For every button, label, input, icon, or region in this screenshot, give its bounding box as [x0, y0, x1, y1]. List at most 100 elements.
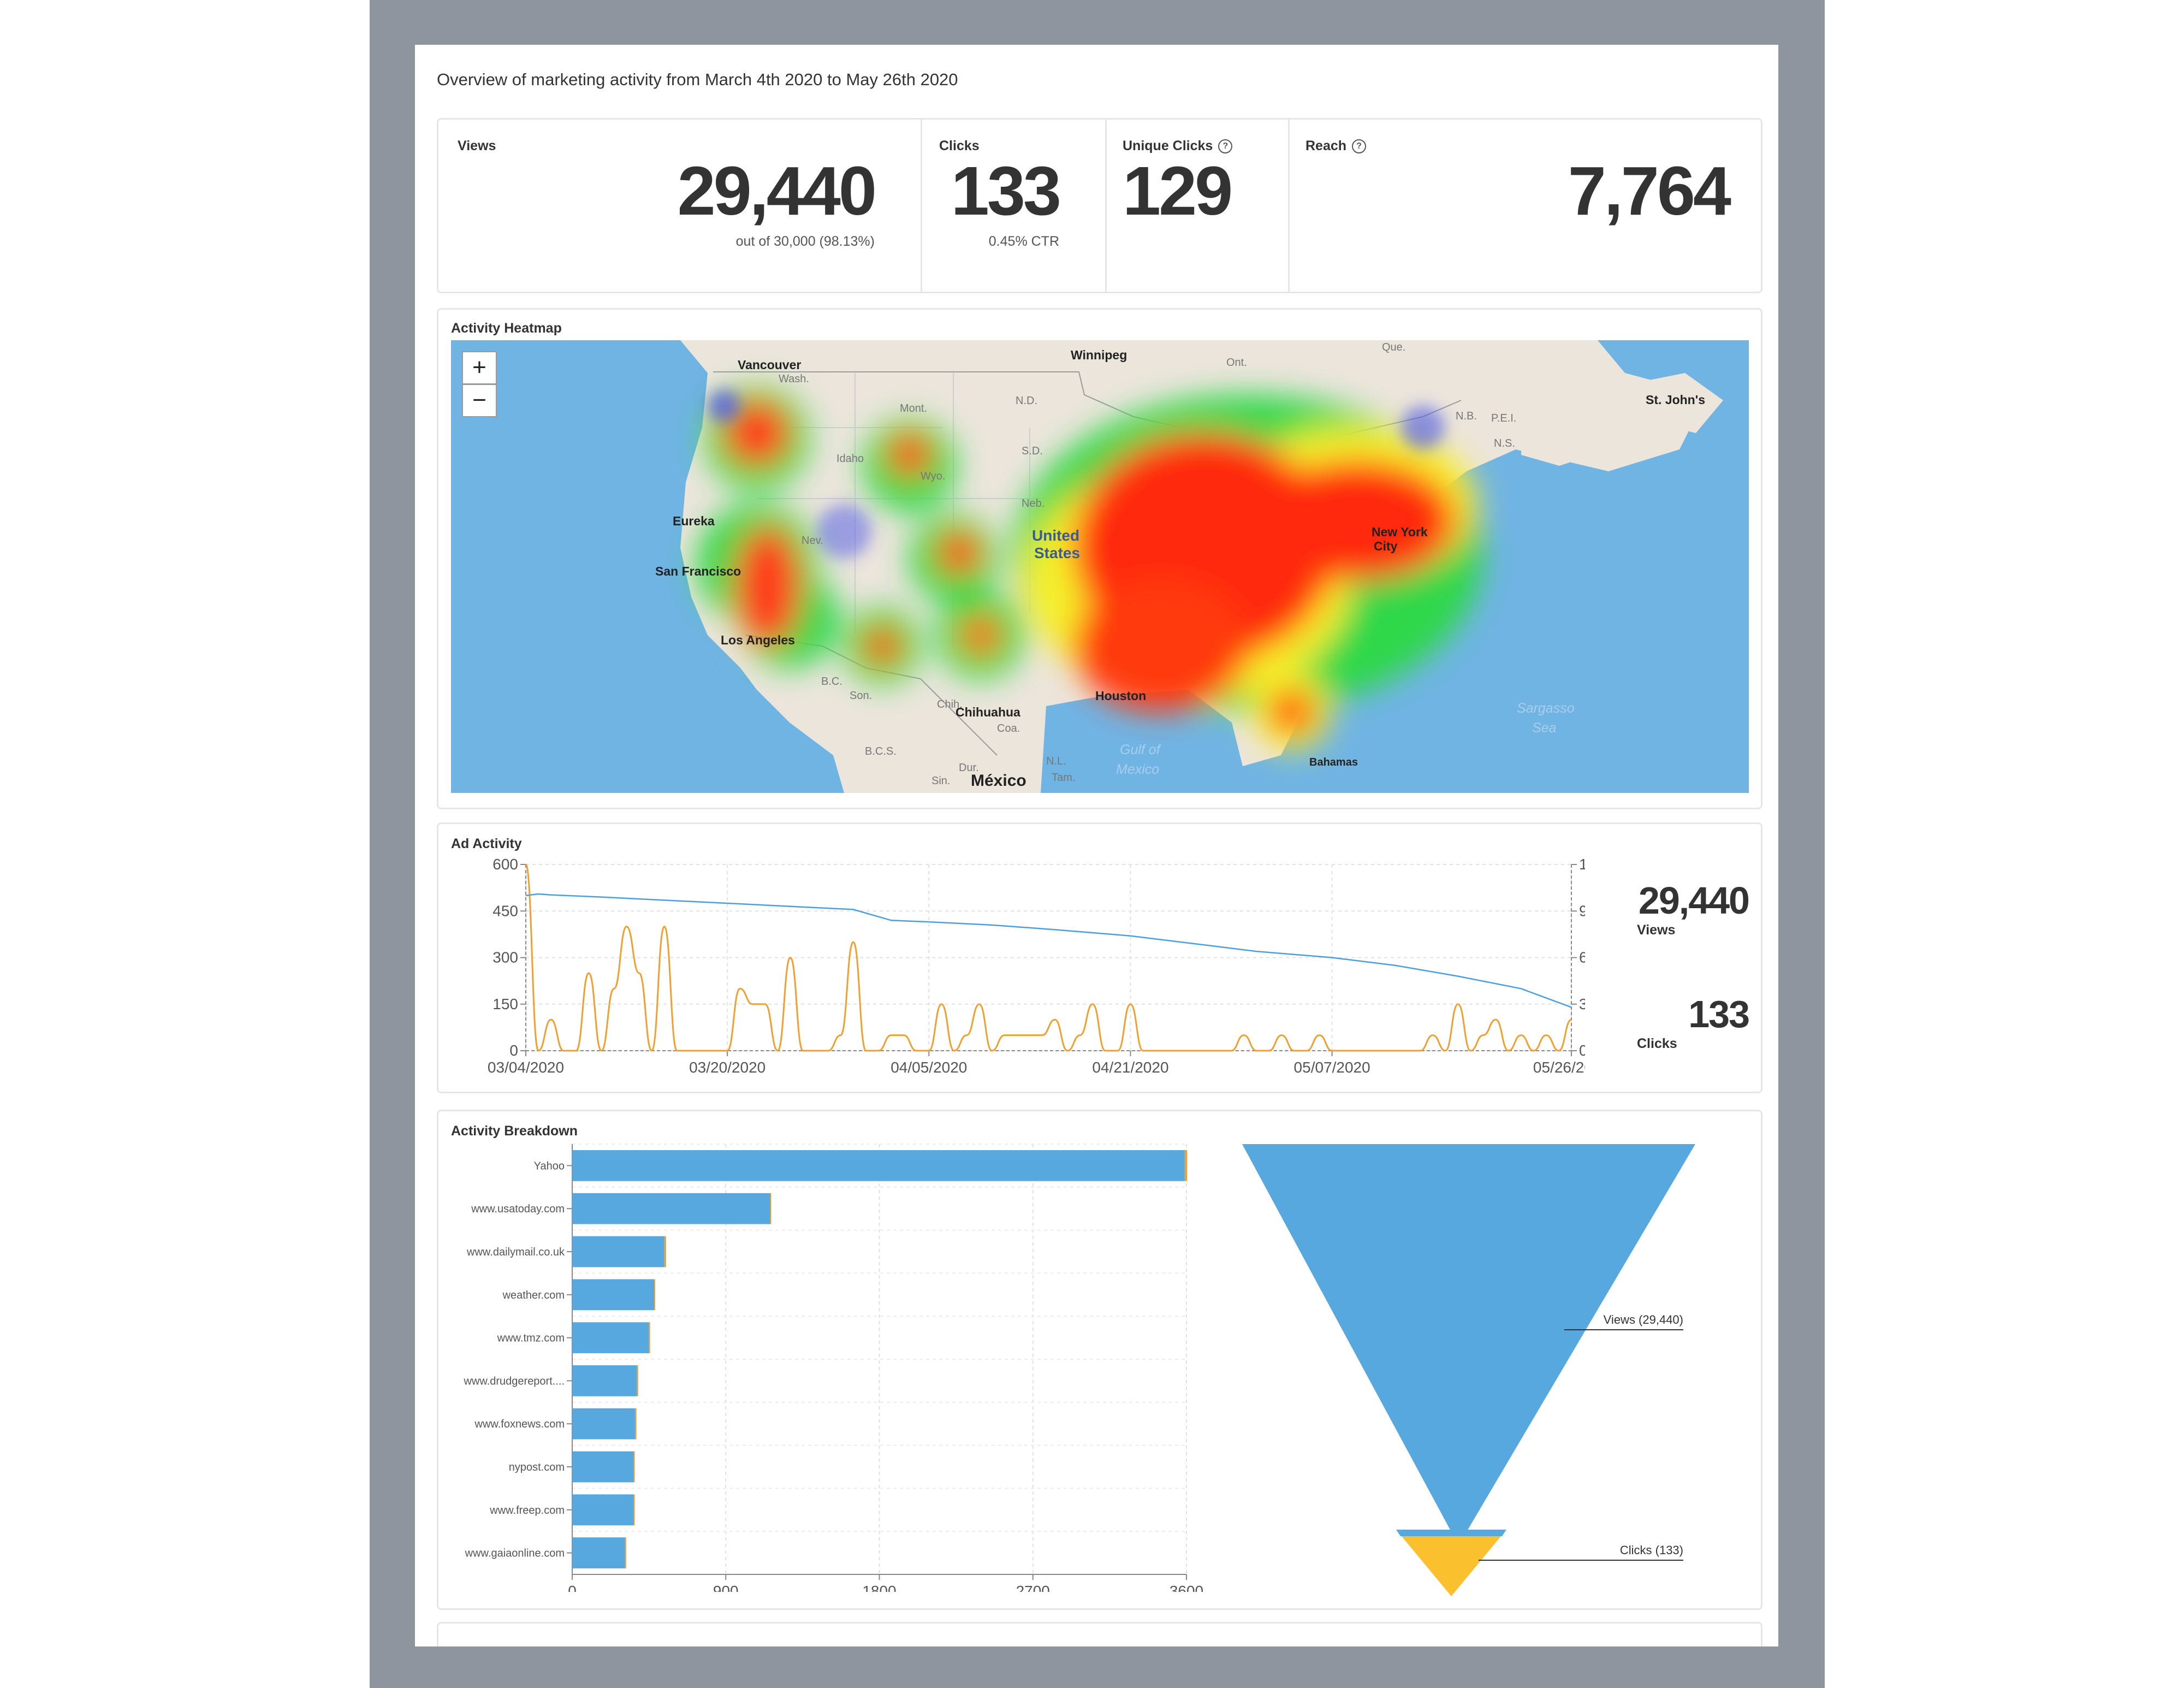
bar-clicks [633, 1494, 635, 1526]
map-label-wyo: Wyo. [921, 470, 946, 482]
funnel-clicks-segment [1396, 1530, 1506, 1596]
x-tick-label: 04/05/2020 [891, 1059, 967, 1076]
heatmap-title: Activity Heatmap [451, 321, 562, 336]
map-label-winnipeg: Winnipeg [1071, 348, 1127, 362]
map-label-sanfrancisco: San Francisco [655, 564, 741, 578]
clicks-line [525, 863, 1572, 1052]
map-label-houston: Houston [1095, 689, 1147, 703]
map-label-dur: Dur. [959, 762, 979, 774]
category-label: www.tmz.com [497, 1332, 565, 1345]
x-tick-label: 04/21/2020 [1092, 1059, 1168, 1076]
funnel-views-segment [1242, 1144, 1695, 1532]
stats-divider [1288, 120, 1290, 292]
x-tick-label: 0 [568, 1583, 577, 1592]
x-tick-label: 05/26/2020 [1533, 1059, 1585, 1076]
map-label-bc: B.C. [821, 676, 842, 688]
heatmap-map[interactable]: + − Vancouver Winnipeg Ont. Que. St. Joh… [451, 340, 1749, 793]
x-tick-label: 03/04/2020 [488, 1059, 564, 1076]
map-label-gulf1: Gulf of [1120, 742, 1160, 757]
map-label-idaho: Idaho [836, 453, 864, 465]
bar-views [572, 1451, 634, 1483]
map-label-que: Que. [1382, 341, 1406, 353]
ad-activity-chart: 0 150 300 450 600 0 3 6 9 12 03/04/2020 03/20/2020 0… [488, 856, 1585, 1076]
map-label-mont: Mont. [900, 402, 928, 414]
clicks-value: 133 [951, 152, 1061, 229]
land-newfoundland [1630, 373, 1723, 433]
map-label-son: Son. [850, 690, 873, 702]
reach-label: Reach? [1305, 138, 1367, 154]
heat-halo [708, 389, 1445, 559]
y-left-tick-label: 450 [492, 902, 518, 919]
land-nova-scotia [1521, 422, 1609, 466]
clicks-subtext: 0.45% CTR [988, 234, 1059, 249]
bar-clicks [664, 1236, 666, 1268]
category-label: www.drudgereport.... [463, 1375, 565, 1387]
map-label-ont: Ont. [1226, 357, 1247, 369]
bar-clicks [1184, 1150, 1188, 1181]
report-page: Overview of marketing activity from Marc… [415, 45, 1778, 1646]
category-label: www.foxnews.com [474, 1418, 565, 1430]
bar-views [572, 1365, 637, 1396]
map-label-wash: Wash. [779, 373, 809, 385]
map-label-sd: S.D. [1022, 445, 1043, 457]
x-tick-label: 900 [713, 1583, 739, 1592]
category-label: www.usatoday.com [471, 1203, 565, 1215]
x-tick-label: 03/20/2020 [689, 1059, 765, 1076]
stats-divider [921, 120, 922, 292]
map-canvas [680, 340, 1723, 793]
funnel-chart: Views (29,440) Clicks (133) [1242, 1144, 1695, 1596]
ad-views-label: Views [1637, 922, 1676, 938]
map-label-pei: P.E.I. [1491, 412, 1517, 424]
bar-views [572, 1494, 634, 1526]
map-label-sin: Sin. [931, 775, 951, 787]
bar-views [572, 1279, 654, 1311]
report-intro: Overview of marketing activity from Marc… [437, 70, 958, 89]
map-label-sea: Sea [1532, 720, 1557, 736]
views-subtext: out of 30,000 (98.13%) [735, 234, 875, 249]
unique-clicks-value: 129 [1123, 152, 1233, 229]
bar-views [572, 1193, 770, 1224]
map-label-nd: N.D. [1016, 395, 1037, 407]
y-left-tick-label: 600 [492, 856, 518, 873]
map-label-sargasso: Sargasso [1517, 701, 1575, 716]
y-left-tick-label: 0 [509, 1042, 518, 1059]
category-label: www.dailymail.co.uk [466, 1246, 565, 1258]
ad-activity-title: Ad Activity [451, 836, 522, 851]
zoom-in-button[interactable]: + [462, 351, 497, 384]
bar-clicks [770, 1193, 771, 1224]
map-label-city: City [1374, 539, 1398, 553]
bar-clicks [649, 1322, 650, 1353]
category-label: nypost.com [509, 1461, 565, 1473]
map-label-chihuahua: Chihuahua [956, 705, 1020, 719]
breakdown-title: Activity Breakdown [451, 1123, 578, 1139]
x-tick-label: 1800 [862, 1583, 896, 1592]
map-label-stjohns: St. John's [1646, 393, 1705, 407]
help-circle-icon[interactable]: ? [1352, 139, 1367, 153]
bar-clicks [635, 1408, 637, 1440]
stats-card: Views 29,440 out of 30,000 (98.13%) Clic… [437, 118, 1762, 293]
map-label-ns: N.S. [1494, 437, 1515, 449]
map-label-nl: N.L. [1046, 755, 1066, 767]
map-label-tam: Tam. [1052, 772, 1076, 784]
funnel-views-label: Views (29,440) [1604, 1313, 1683, 1326]
map-label-bahamas: Bahamas [1309, 756, 1358, 768]
map-label-nev: Nev. [802, 535, 823, 547]
bar-clicks [625, 1537, 626, 1568]
category-label: weather.com [502, 1289, 565, 1301]
y-right-tick-label: 6 [1579, 949, 1585, 966]
map-label-newyork: New York [1372, 525, 1428, 539]
map-label-united: United [1032, 527, 1080, 544]
zoom-out-button[interactable]: − [462, 384, 497, 417]
reach-value: 7,764 [1568, 152, 1731, 229]
heat-layer [697, 387, 1483, 750]
map-label-neb: Neb. [1022, 497, 1045, 510]
bar-views [572, 1150, 1185, 1181]
map-label-nb: N.B. [1456, 410, 1477, 422]
views-value: 29,440 [677, 152, 877, 229]
ad-clicks-total: 133 [1688, 993, 1750, 1035]
bar-clicks [654, 1279, 655, 1311]
y-right-tick-label: 9 [1579, 902, 1585, 919]
help-circle-icon[interactable]: ? [1218, 139, 1233, 153]
map-label-eureka: Eureka [673, 514, 715, 528]
activity-breakdown-card: Activity Breakdown 0 900 1800 2700 3600 Yahoo… [437, 1110, 1762, 1610]
